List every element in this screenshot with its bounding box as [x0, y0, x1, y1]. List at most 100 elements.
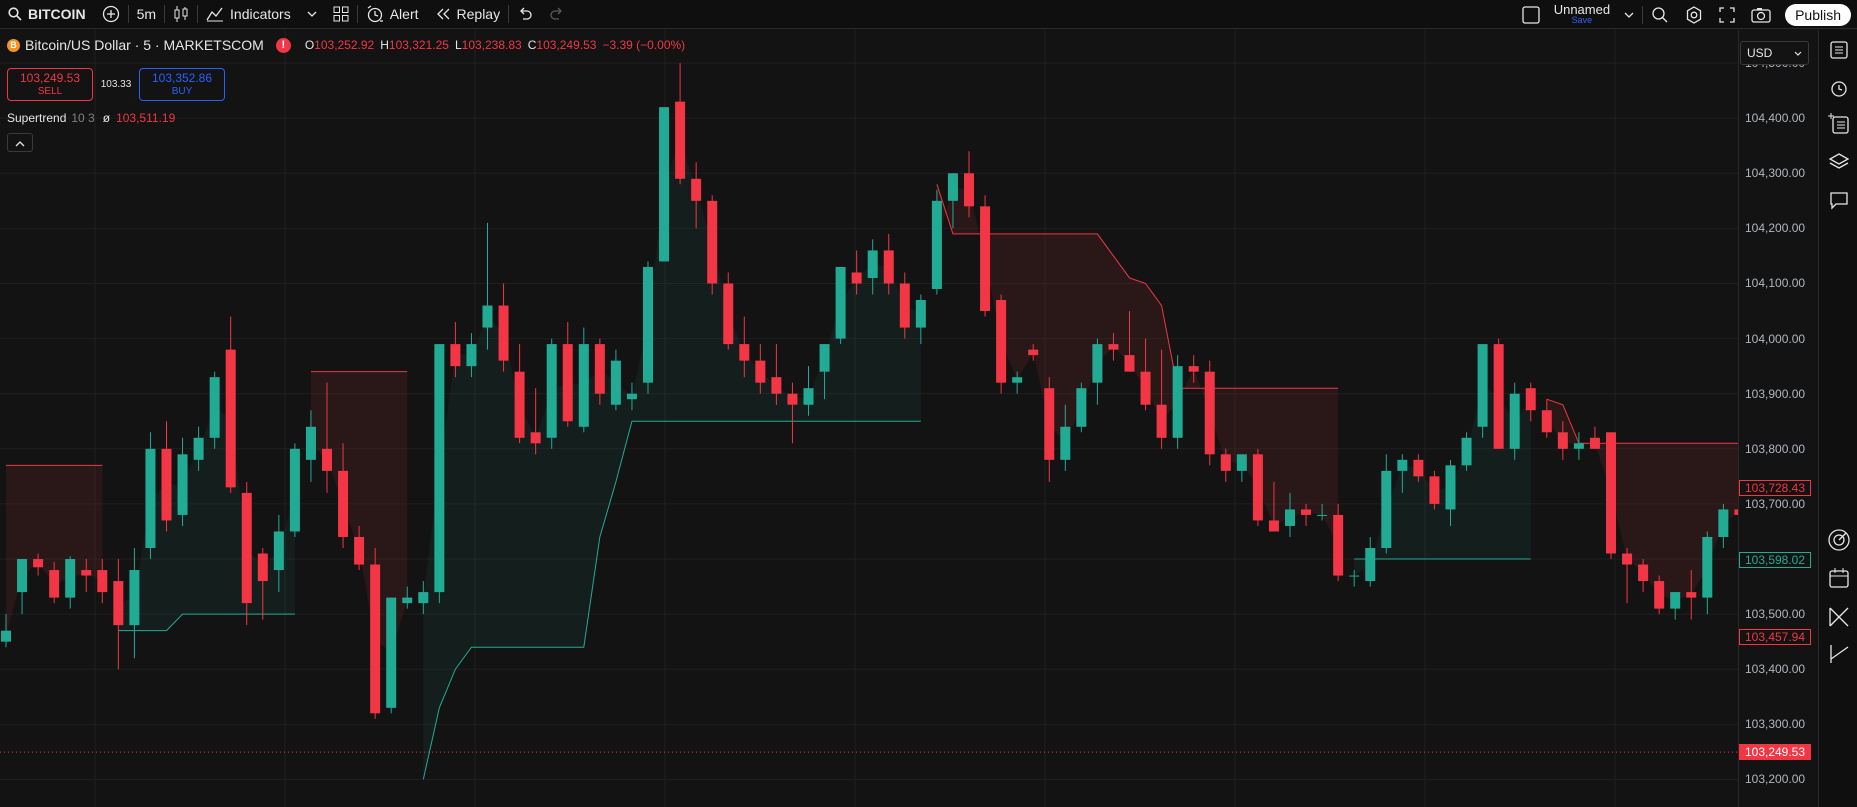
- object-tree-button[interactable]: [1827, 152, 1851, 176]
- chat-icon: [1828, 190, 1850, 215]
- candle-body: [594, 344, 605, 394]
- sell-button[interactable]: 103,249.53 SELL: [7, 68, 93, 101]
- layers-icon: [1828, 152, 1850, 177]
- chart-pane[interactable]: [0, 30, 1820, 807]
- candle-body: [498, 305, 509, 361]
- candle-body: [1108, 344, 1119, 350]
- symbol-name: BITCOIN: [28, 6, 86, 22]
- candle-body: [1654, 581, 1665, 609]
- calendar-button[interactable]: [1827, 567, 1851, 594]
- watchlist-button[interactable]: [1827, 40, 1851, 64]
- candle-body: [1638, 564, 1649, 582]
- publish-button[interactable]: Publish: [1785, 3, 1851, 26]
- toolbar-divider: [197, 5, 199, 23]
- candle-body: [1429, 476, 1440, 504]
- candle-body: [1477, 344, 1488, 427]
- fullscreen-button[interactable]: [1711, 0, 1743, 29]
- symbol-title[interactable]: Bitcoin/US Dollar · 5 · MARKETSCOM: [25, 37, 264, 53]
- candle-body: [755, 360, 766, 383]
- compare-button[interactable]: [94, 0, 128, 29]
- trade-buttons: 103,249.53 SELL 103.33 103,352.86 BUY: [7, 68, 225, 101]
- layout-checkbox[interactable]: [1514, 0, 1548, 29]
- price-tick: 103,500.00: [1745, 607, 1806, 622]
- alert-button[interactable]: Alert: [358, 0, 427, 29]
- collapse-legend-button[interactable]: [7, 133, 33, 152]
- alerts-button[interactable]: [1827, 78, 1851, 102]
- trend-line-button[interactable]: [1827, 607, 1851, 631]
- candle-body: [1509, 393, 1520, 449]
- candle-body: [947, 173, 958, 201]
- candle-body: [1092, 344, 1103, 383]
- candle-body: [915, 300, 926, 328]
- candle-body: [980, 206, 991, 312]
- candle-body: [33, 559, 44, 568]
- toolbar-divider: [127, 5, 129, 23]
- candle-body: [1252, 454, 1263, 521]
- price-axis[interactable]: 104,500.00104,400.00104,300.00104,200.00…: [1738, 30, 1820, 807]
- candle-body: [659, 107, 670, 262]
- settings-button[interactable]: [1677, 0, 1711, 29]
- candle-body: [1622, 553, 1633, 565]
- layout-name[interactable]: Unnamed Save: [1548, 3, 1616, 26]
- indicator-value: 103,511.19: [116, 111, 176, 125]
- trading-panel-button[interactable]: [1827, 528, 1851, 554]
- warning-icon[interactable]: !: [275, 37, 291, 53]
- close-value: C103,249.53: [527, 38, 597, 52]
- candle-body: [899, 283, 910, 328]
- snapshot-button[interactable]: [1743, 0, 1779, 29]
- buy-button[interactable]: 103,352.86 BUY: [139, 68, 225, 101]
- indicators-button[interactable]: Indicators: [198, 0, 299, 29]
- alert-label: Alert: [389, 6, 419, 22]
- undo-button[interactable]: [509, 0, 541, 29]
- drawing-tool-button[interactable]: [1827, 644, 1851, 668]
- candle-body: [771, 377, 782, 394]
- indicator-symbol: ø: [102, 111, 111, 125]
- chats-button[interactable]: [1827, 190, 1851, 214]
- candle-body: [1220, 454, 1231, 471]
- candle-body: [1606, 432, 1616, 554]
- price-tick: 103,700.00: [1745, 496, 1806, 511]
- add-watchlist-button[interactable]: [1827, 112, 1851, 138]
- candle-body: [530, 432, 541, 444]
- currency-select[interactable]: USD: [1740, 41, 1809, 65]
- candle-body: [1734, 509, 1738, 515]
- candle-body: [867, 250, 878, 278]
- price-tick: 103,200.00: [1745, 772, 1806, 787]
- candle-body: [514, 371, 525, 438]
- candle-body: [1686, 592, 1697, 598]
- layout-save-label: Save: [1571, 14, 1593, 25]
- interval-button[interactable]: 5m: [136, 6, 157, 22]
- ray-icon: [1828, 643, 1850, 670]
- layout-dropdown[interactable]: [1616, 0, 1642, 29]
- layouts-button[interactable]: [325, 0, 357, 29]
- supertrend-down-fill: [6, 465, 103, 637]
- calendar-icon: [1828, 567, 1850, 594]
- candle-body: [354, 536, 365, 565]
- buy-label: BUY: [171, 85, 193, 97]
- candle-body: [1702, 536, 1713, 598]
- replay-button[interactable]: Replay: [427, 0, 509, 29]
- top-toolbar: BITCOIN 5m Indicators Alert: [0, 0, 1857, 29]
- candle-body: [209, 377, 220, 438]
- chart-type-button[interactable]: [165, 0, 197, 29]
- quick-search-button[interactable]: [1643, 0, 1677, 29]
- redo-button[interactable]: [541, 0, 573, 29]
- indicators-dropdown[interactable]: [299, 0, 325, 29]
- candle-body: [17, 559, 28, 593]
- toolbar-divider: [508, 5, 510, 23]
- square-icon: [1522, 5, 1540, 24]
- symbol-search[interactable]: BITCOIN: [0, 0, 94, 29]
- candle-body: [482, 305, 493, 328]
- search-plus-icon: [1651, 6, 1669, 24]
- candle-body: [707, 200, 718, 284]
- chart-canvas[interactable]: [0, 30, 1738, 807]
- indicator-legend[interactable]: Supertrend 10 3 ø 103,511.19: [7, 111, 175, 125]
- candle-body: [1204, 371, 1215, 455]
- price-tick: 103,300.00: [1745, 717, 1806, 732]
- supertrend-down-line: [936, 184, 1339, 389]
- candle-body: [322, 448, 332, 471]
- redo-icon: [549, 7, 565, 21]
- indicator-name: Supertrend: [7, 111, 67, 125]
- candle-body: [1413, 459, 1424, 477]
- sell-label: SELL: [37, 85, 63, 97]
